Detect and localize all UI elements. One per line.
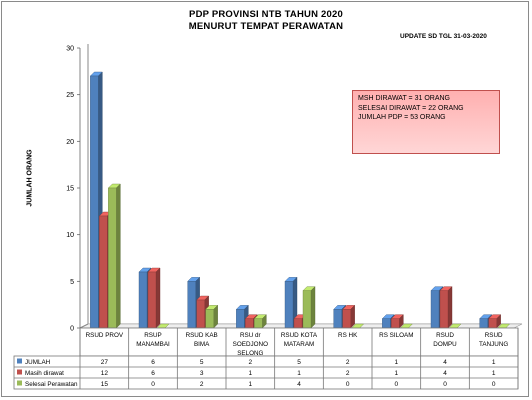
bar-side-selesai-perawatan	[310, 286, 316, 329]
legend-key-selesai-perawatan	[17, 380, 22, 386]
bar-side-selesai-perawatan	[213, 304, 218, 329]
data-label: 27	[101, 359, 109, 366]
y-tick-label: 15	[66, 186, 74, 193]
table-header-box	[79, 327, 519, 357]
summary-info-box: MSH DIRAWAT = 31 ORANG SELESAI DIRAWAT =…	[352, 90, 500, 154]
bar-jumlah	[382, 318, 391, 329]
category-label: RS SILOAM	[379, 332, 413, 339]
bar-side-masih-dirawat	[155, 267, 161, 329]
bar-masih-dirawat	[245, 318, 254, 329]
data-label: 1	[395, 370, 399, 377]
bar-masih-dirawat	[196, 299, 205, 329]
info-line-finished: SELESAI DIRAWAT = 22 ORANG	[358, 104, 464, 112]
data-label: 0	[346, 381, 350, 388]
bar-jumlah	[236, 309, 245, 329]
data-label: 0	[443, 381, 447, 388]
legend-label: Masih dirawat	[25, 370, 64, 377]
bar-jumlah	[333, 309, 342, 329]
data-label: 2	[249, 359, 253, 366]
bar-selesai-perawatan	[205, 309, 214, 329]
category-label: BIMA	[194, 341, 210, 348]
data-label: 3	[200, 370, 204, 377]
bar-jumlah	[284, 281, 294, 329]
category-label: TANJUNG	[479, 341, 508, 348]
update-date-label: UPDATE SD TGL 31-03-2020	[400, 33, 487, 40]
bar-jumlah	[479, 318, 488, 329]
data-label: 5	[200, 359, 204, 366]
category-label: MATARAM	[284, 341, 315, 348]
bar-jumlah	[138, 271, 148, 329]
y-tick-label: 5	[70, 279, 74, 286]
y-tick-label: 10	[66, 232, 74, 239]
bar-selesai-perawatan	[302, 290, 312, 329]
category-label: RS HK	[338, 332, 358, 339]
category-label: DOMPU	[433, 341, 457, 348]
table-body-box	[13, 355, 519, 390]
bar-selesai-perawatan	[108, 187, 117, 329]
bar-selesai-perawatan	[254, 318, 263, 329]
data-label: 2	[200, 381, 204, 388]
data-label: 2	[346, 359, 350, 366]
data-label: 0	[492, 381, 496, 388]
category-label: SELONG	[237, 350, 263, 357]
data-label: 12	[101, 370, 109, 377]
data-label: 4	[443, 359, 447, 366]
bar-jumlah	[430, 290, 440, 329]
bar-masih-dirawat	[293, 318, 303, 329]
chart-title-line-1: PDP PROVINSI NTB TAHUN 2020	[189, 9, 343, 20]
data-label: 1	[492, 359, 496, 366]
legend-label: JUMLAH	[25, 359, 51, 366]
category-label: RSUD	[436, 332, 454, 339]
bar-masih-dirawat	[147, 271, 157, 329]
y-tick-label: 0	[70, 326, 74, 333]
data-label: 5	[297, 359, 301, 366]
bar-jumlah	[187, 281, 196, 329]
info-line-total: JUMLAH PDP = 53 ORANG	[358, 114, 446, 121]
data-label: 1	[297, 370, 301, 377]
data-label: 0	[151, 381, 155, 388]
bar-masih-dirawat	[439, 290, 449, 329]
data-label: 1	[492, 370, 496, 377]
bar-jumlah	[90, 75, 99, 329]
data-label: 1	[249, 370, 253, 377]
data-label: 6	[151, 370, 155, 377]
legend-label: Selesai Perawatan	[25, 381, 78, 388]
category-label: RSUD KAB	[186, 332, 218, 339]
category-label: MANAMBAI	[136, 341, 170, 348]
chart-title-line-2: MENURUT TEMPAT PERAWATAN	[188, 21, 344, 32]
floor-left-edge	[79, 323, 89, 329]
data-label: 6	[151, 359, 155, 366]
bar-masih-dirawat	[488, 318, 497, 329]
y-tick-label: 30	[66, 46, 74, 53]
category-label: SOEDJONO	[233, 341, 268, 348]
data-label: 15	[101, 381, 109, 388]
y-tick-label: 20	[66, 139, 74, 146]
category-label: RSUD PROV	[86, 332, 124, 339]
data-label: 4	[443, 370, 447, 377]
category-label: RSUD KOTA	[281, 332, 318, 339]
bar-side-masih-dirawat	[447, 286, 453, 329]
bar-masih-dirawat	[391, 318, 400, 329]
data-label: 0	[395, 381, 399, 388]
info-line-still-treated: MSH DIRAWAT = 31 ORANG	[358, 95, 450, 102]
bar-side-selesai-perawatan	[116, 183, 121, 329]
category-label: RSUD	[485, 332, 503, 339]
data-label: 4	[297, 381, 301, 388]
data-label: 1	[395, 359, 399, 366]
data-label: 2	[346, 370, 350, 377]
bar-side-masih-dirawat	[350, 304, 355, 329]
legend-key-masih-dirawat	[17, 369, 22, 375]
y-tick-label: 25	[66, 92, 74, 99]
category-label: RSUP	[144, 332, 162, 339]
legend-key-jumlah	[17, 358, 22, 364]
bar-masih-dirawat	[342, 309, 351, 329]
data-label: 1	[249, 381, 253, 388]
category-label: RSU dr	[240, 332, 261, 339]
bar-masih-dirawat	[99, 215, 108, 329]
